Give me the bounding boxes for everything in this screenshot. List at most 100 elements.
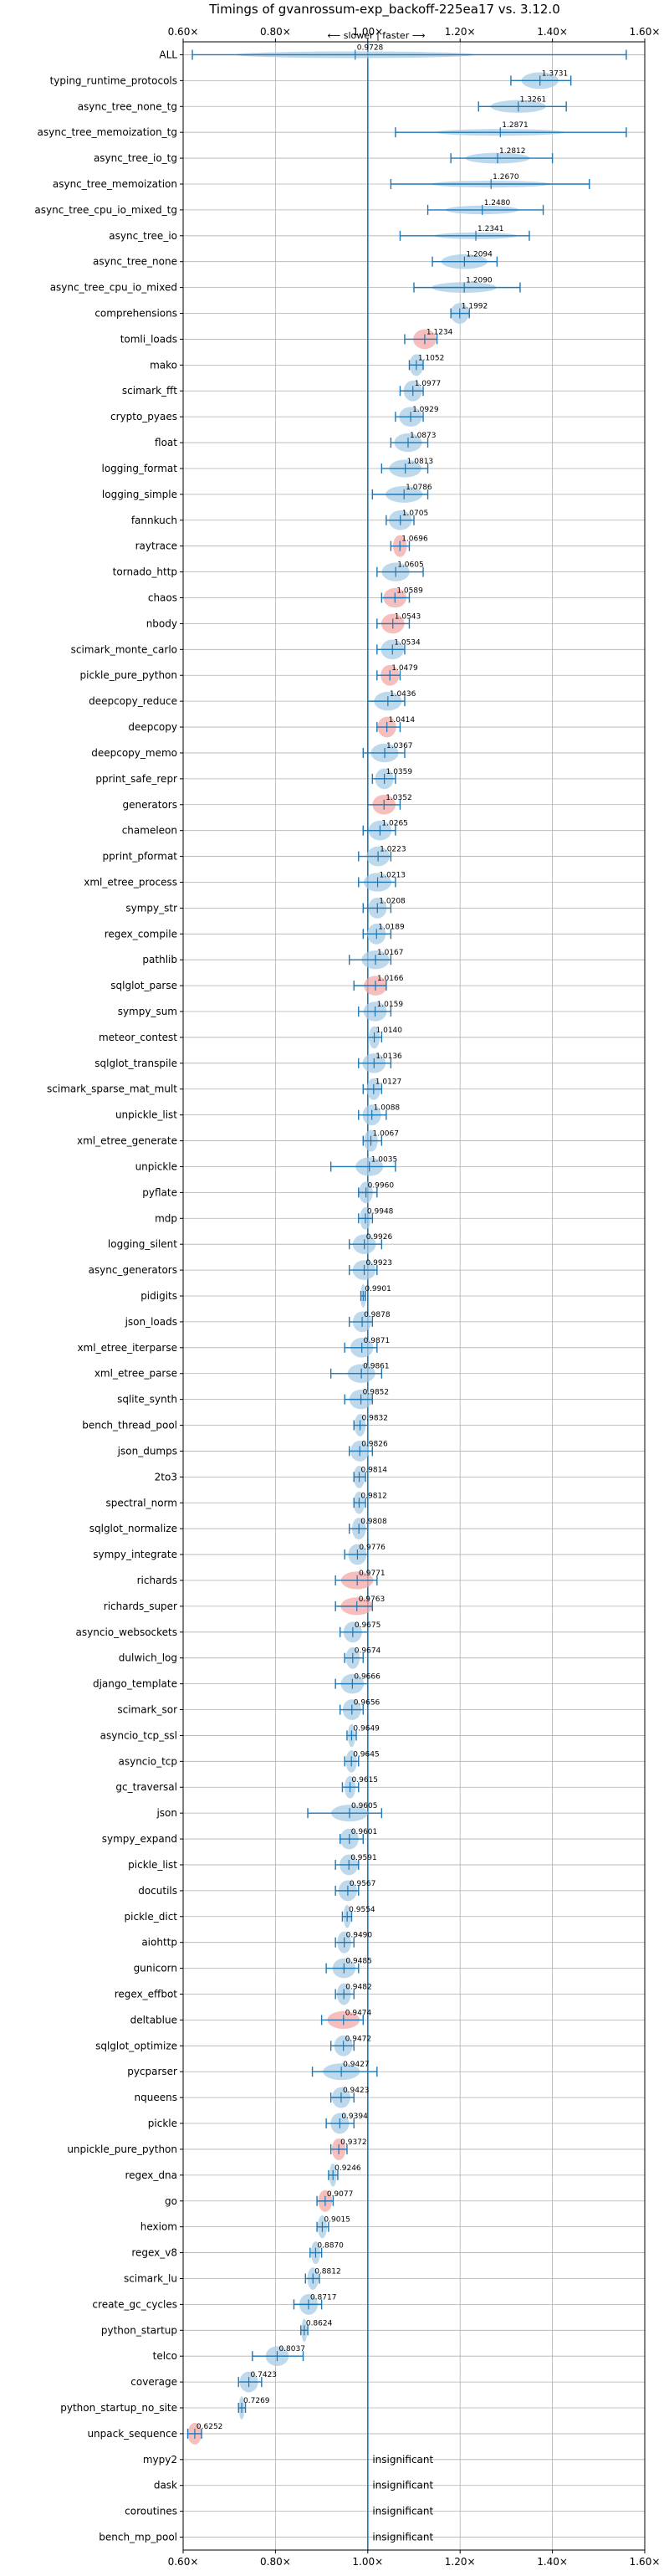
benchmark-label: regex_effbot xyxy=(115,1988,178,2000)
value-label: 0.7423 xyxy=(251,2371,278,2379)
benchmark-label: sqlite_synth xyxy=(117,1394,177,1406)
value-label: 0.9674 xyxy=(355,1647,381,1656)
value-label: 0.9763 xyxy=(359,1595,386,1604)
benchmark-label: json xyxy=(156,1807,177,1819)
benchmark-label: async_tree_memoization xyxy=(53,178,177,190)
value-label: 0.9015 xyxy=(324,2216,350,2225)
x-tick-label-bottom: 1.20× xyxy=(445,2556,476,2568)
value-label: 1.3261 xyxy=(520,95,547,104)
value-label: 0.9077 xyxy=(327,2190,354,2199)
value-label: 0.9808 xyxy=(360,1518,387,1526)
value-label: 0.9812 xyxy=(360,1492,387,1500)
benchmark-label: sympy_integrate xyxy=(93,1549,177,1560)
insignificant-label: insignificant xyxy=(372,2532,433,2543)
value-label: 1.0929 xyxy=(412,406,439,414)
benchmark-label: logging_simple xyxy=(102,489,177,500)
value-label: 1.0189 xyxy=(378,923,405,931)
x-tick-label-bottom: 0.80× xyxy=(260,2556,291,2568)
x-tick-label-bottom: 1.40× xyxy=(537,2556,568,2568)
benchmark-label: logging_silent xyxy=(108,1238,177,1250)
benchmark-label: hexiom xyxy=(140,2221,177,2233)
value-label: 0.6252 xyxy=(197,2423,223,2431)
benchmark-label: nbody xyxy=(146,617,177,629)
value-label: 0.9814 xyxy=(361,1466,388,1474)
value-label: 0.9423 xyxy=(343,2087,370,2095)
value-label: 0.9861 xyxy=(363,1363,390,1371)
plot-frame xyxy=(182,41,646,2551)
value-label: 0.9832 xyxy=(362,1415,389,1423)
benchmark-label: scimark_monte_carlo xyxy=(71,643,177,655)
benchmark-label: telco xyxy=(153,2350,177,2362)
value-label: 0.9960 xyxy=(368,1181,395,1190)
benchmark-label: comprehensions xyxy=(94,308,177,320)
benchmark-label: async_tree_cpu_io_mixed_tg xyxy=(34,204,177,216)
value-label: 1.0705 xyxy=(402,510,429,518)
benchmark-label: unpickle_list xyxy=(115,1109,177,1121)
benchmark-label: create_gc_cycles xyxy=(92,2298,177,2310)
benchmark-label: python_startup xyxy=(101,2324,177,2336)
benchmark-label: async_tree_none xyxy=(93,256,177,268)
value-label: 0.9852 xyxy=(363,1389,390,1397)
benchmark-label: mypy2 xyxy=(143,2454,177,2466)
value-label: 0.9615 xyxy=(352,1776,379,1785)
value-label: 0.9878 xyxy=(364,1311,391,1319)
value-label: 0.9728 xyxy=(357,44,384,52)
value-label: 0.9826 xyxy=(361,1440,388,1448)
value-label: 0.9771 xyxy=(359,1570,386,1578)
benchmark-label: pickle xyxy=(148,2118,177,2129)
value-label: 0.9472 xyxy=(345,2035,372,2043)
value-label: 1.1234 xyxy=(426,328,453,336)
benchmark-label: 2to3 xyxy=(155,1471,177,1483)
value-label: 1.2341 xyxy=(477,225,504,233)
chart-title: Timings of gvanrossum-exp_backoff-225ea1… xyxy=(208,2,560,18)
benchmark-label: async_tree_none_tg xyxy=(78,100,177,112)
value-label: 1.0167 xyxy=(377,949,404,957)
value-label: 1.2812 xyxy=(499,147,526,156)
benchmark-label: async_tree_io_tg xyxy=(94,152,177,164)
benchmark-label: go xyxy=(165,2195,177,2207)
x-tick-label-top: 0.80× xyxy=(260,26,291,38)
x-tick-label-top: 1.00× xyxy=(352,26,383,38)
x-tick-label-top: 1.20× xyxy=(445,26,476,38)
benchmark-label: scimark_sparse_mat_mult xyxy=(47,1083,177,1095)
benchmark-label: unpack_sequence xyxy=(87,2428,177,2440)
value-label: 0.9591 xyxy=(350,1854,377,1862)
value-label: 0.9485 xyxy=(345,1958,372,1966)
benchmark-label: regex_v8 xyxy=(131,2247,177,2259)
benchmark-label: pyflate xyxy=(142,1186,177,1198)
value-label: 1.0813 xyxy=(407,458,434,466)
value-label: 1.0140 xyxy=(376,1027,403,1035)
benchmark-label: gc_traversal xyxy=(115,1781,177,1793)
value-label: 1.1992 xyxy=(462,303,488,311)
value-label: 0.9926 xyxy=(366,1233,393,1242)
benchmark-label: spectral_norm xyxy=(105,1497,177,1508)
benchmark-label: asyncio_websockets xyxy=(76,1626,177,1638)
value-label: 0.9923 xyxy=(366,1259,393,1268)
benchmark-label: deepcopy xyxy=(128,721,177,733)
benchmark-label: pidigits xyxy=(140,1290,177,1302)
value-label: 0.9601 xyxy=(351,1828,378,1836)
benchmark-label: async_generators xyxy=(89,1264,177,1276)
benchmark-label: xml_etree_process xyxy=(84,876,177,888)
label-layer: 0.60× 0.60× 0.80× 0.80× 1.00× 1.00× 1.20× 1.20×… xyxy=(34,26,660,2568)
value-label: 1.2094 xyxy=(466,251,493,259)
benchmark-label: gunicorn xyxy=(134,1963,177,1974)
benchmark-label: unpickle_pure_python xyxy=(67,2143,177,2155)
benchmark-label: sympy_sum xyxy=(118,1006,177,1017)
benchmark-label: pycparser xyxy=(127,2066,177,2077)
benchmark-label: pprint_pformat xyxy=(103,851,178,863)
benchmark-label: xml_etree_generate xyxy=(77,1135,177,1147)
benchmark-label: raytrace xyxy=(135,540,177,552)
benchmark-label: scimark_sor xyxy=(117,1704,177,1716)
benchmark-label: bench_thread_pool xyxy=(82,1420,177,1431)
x-tick-label-bottom: 1.00× xyxy=(352,2556,383,2568)
value-label: 1.0136 xyxy=(375,1052,402,1061)
value-label: 1.0543 xyxy=(395,612,421,621)
value-label: 0.9645 xyxy=(353,1750,380,1759)
value-label: 0.8037 xyxy=(278,2345,305,2353)
benchmark-label: logging_format xyxy=(101,463,177,474)
benchmark-label: mako xyxy=(150,359,177,371)
benchmark-label: pprint_safe_repr xyxy=(95,773,177,785)
benchmark-label: regex_dna xyxy=(125,2169,177,2181)
